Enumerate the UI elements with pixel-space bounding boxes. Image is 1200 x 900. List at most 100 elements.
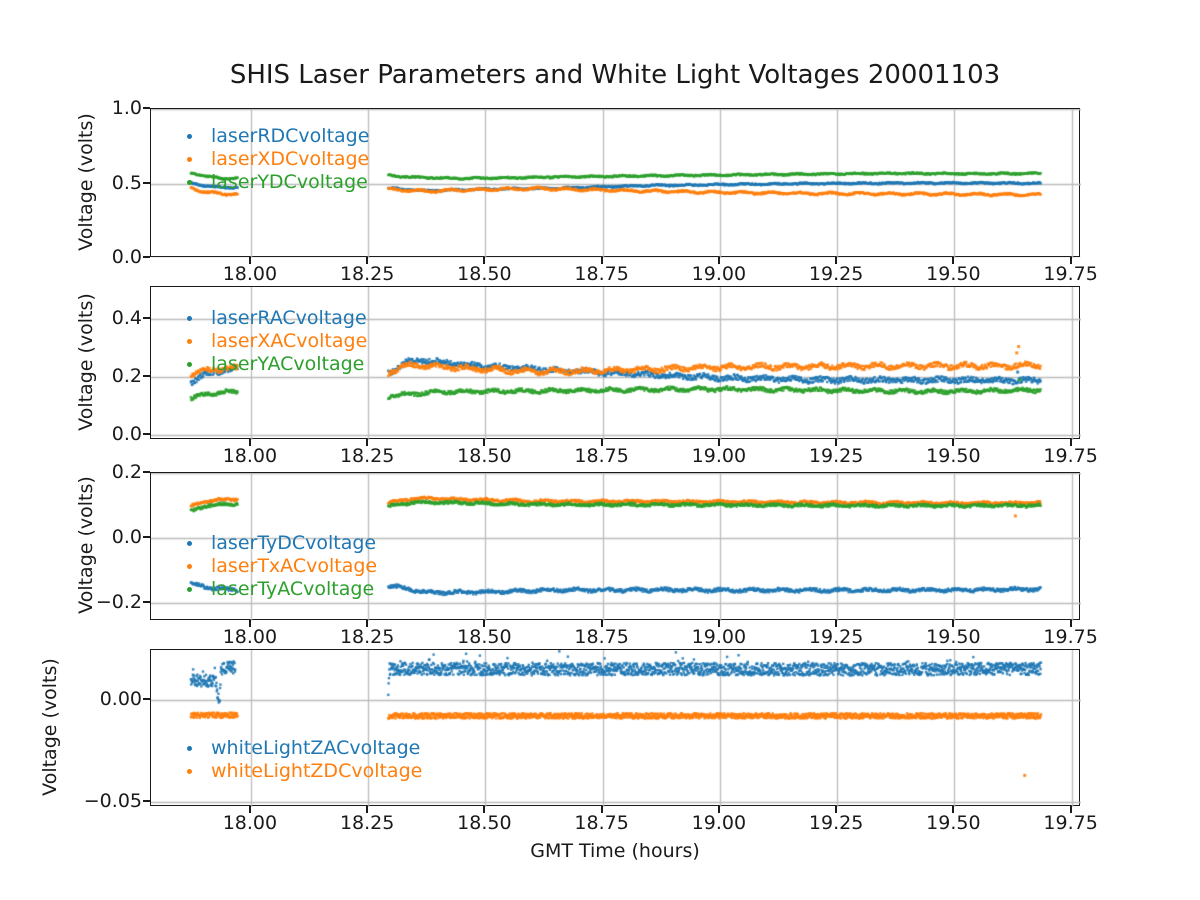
x-tick-label: 19.50 — [926, 626, 981, 648]
x-tick-mark — [366, 620, 369, 627]
x-tick-mark — [1069, 620, 1072, 627]
y-tick-mark — [143, 799, 150, 802]
x-tick-label: 19.00 — [691, 263, 747, 285]
y-tick-mark — [143, 535, 150, 538]
y-tick-mark — [143, 375, 150, 377]
x-tick-mark — [835, 439, 838, 446]
x-tick-mark — [835, 806, 838, 813]
x-tick-mark — [483, 806, 486, 813]
plot-canvas — [151, 287, 1081, 440]
x-tick-label: 19.75 — [1043, 445, 1098, 467]
y-tick-label: 0.0 — [111, 246, 142, 268]
x-tick-label: 19.00 — [691, 626, 747, 648]
x-tick-mark — [835, 620, 838, 627]
x-tick-label: 19.50 — [926, 812, 981, 834]
x-tick-label: 18.50 — [457, 445, 512, 467]
legend-series-label: laserYDCvoltage — [211, 171, 368, 193]
figure-title: SHIS Laser Parameters and White Light Vo… — [229, 60, 1001, 90]
x-tick-mark — [248, 806, 251, 813]
x-tick-label: 19.25 — [808, 263, 864, 285]
subplot-laser-dc-voltages: laserRDCvoltage laserXDCvoltage laserYDCvo… — [150, 108, 1081, 258]
legend-series-label: whiteLightZDCvoltage — [211, 760, 423, 782]
x-tick-mark — [483, 620, 486, 627]
legend-marker-orange-dot-icon — [187, 157, 192, 162]
x-tick-mark — [600, 806, 603, 813]
x-tick-label: 19.00 — [691, 445, 747, 467]
plot-canvas — [151, 650, 1081, 807]
x-tick-mark — [600, 620, 603, 627]
subplot-laser-ac-voltages: laserRACvoltage laserXACvoltage laserYACvo… — [150, 286, 1081, 440]
y-tick-label: 1.0 — [111, 97, 142, 119]
x-tick-label: 18.00 — [222, 812, 278, 834]
legend-marker-blue-dot-icon — [187, 746, 192, 751]
x-tick-mark — [366, 439, 369, 446]
x-tick-label: 18.25 — [339, 812, 395, 834]
y-tick-label: −0.05 — [83, 789, 142, 812]
x-tick-label: 19.25 — [808, 626, 864, 648]
legend-series-label: laserYACvoltage — [211, 353, 365, 375]
x-tick-mark — [248, 620, 251, 627]
x-tick-mark — [600, 439, 603, 446]
y-tick-label: 0.0 — [111, 423, 142, 445]
x-tick-mark — [952, 806, 955, 813]
x-tick-label: 18.25 — [339, 626, 395, 648]
x-tick-mark — [1069, 806, 1072, 813]
legend-series-label: laserRDCvoltage — [211, 125, 370, 147]
x-tick-label: 18.75 — [574, 626, 629, 648]
legend-series-label: laserTxACvoltage — [211, 555, 378, 577]
x-tick-label: 18.00 — [222, 445, 278, 467]
y-tick-mark — [143, 471, 150, 473]
x-tick-mark — [366, 257, 369, 264]
x-tick-label: 19.50 — [926, 445, 981, 467]
x-tick-mark — [717, 620, 720, 627]
legend-marker-green-dot-icon — [187, 180, 192, 185]
x-tick-label: 18.50 — [457, 812, 512, 834]
legend-marker-orange-dot-icon — [187, 769, 192, 774]
y-tick-label: 0.00 — [99, 687, 142, 710]
x-tick-label: 18.75 — [574, 263, 629, 285]
x-tick-mark — [717, 806, 720, 813]
x-tick-mark — [483, 439, 486, 446]
legend-marker-orange-dot-icon — [187, 564, 192, 569]
y-tick-mark — [143, 600, 150, 603]
x-tick-label: 18.00 — [222, 263, 278, 285]
x-tick-mark — [1069, 439, 1072, 446]
x-tick-mark — [483, 257, 486, 264]
legend-series-label: laserTyDCvoltage — [211, 532, 377, 554]
x-tick-mark — [248, 257, 251, 264]
x-tick-mark — [952, 257, 955, 264]
subplot-white-light-voltages: whiteLightZACvoltage whiteLightZDCvoltage — [150, 649, 1081, 807]
x-tick-label: 19.25 — [808, 812, 864, 834]
x-tick-label: 19.00 — [691, 812, 747, 834]
x-tick-label: 19.75 — [1043, 263, 1098, 285]
y-tick-mark — [143, 316, 150, 319]
legend-marker-blue-dot-icon — [187, 316, 192, 321]
y-tick-label: 0.0 — [111, 525, 142, 548]
y-tick-label: −0.2 — [95, 590, 142, 613]
x-tick-mark — [952, 620, 955, 627]
legend-marker-orange-dot-icon — [187, 339, 192, 344]
y-tick-mark — [143, 256, 150, 258]
y-tick-label: 0.2 — [111, 461, 142, 483]
legend-marker-blue-dot-icon — [187, 134, 192, 139]
legend-series-label: laserTyACvoltage — [211, 578, 375, 600]
plot-canvas — [151, 109, 1081, 258]
y-tick-label: 0.2 — [111, 365, 142, 387]
x-axis-label: GMT Time (hours) — [530, 840, 700, 862]
x-tick-mark — [1069, 257, 1072, 264]
y-axis-label: Voltage (volts) — [39, 657, 61, 796]
x-tick-mark — [717, 439, 720, 446]
legend-series-label: laserRACvoltage — [211, 307, 367, 329]
x-tick-label: 19.50 — [926, 263, 981, 285]
x-tick-mark — [717, 257, 720, 264]
legend-marker-green-dot-icon — [187, 587, 192, 592]
x-tick-label: 18.25 — [339, 263, 395, 285]
x-tick-label: 18.25 — [339, 445, 395, 467]
x-tick-label: 18.50 — [457, 626, 512, 648]
x-tick-mark — [835, 257, 838, 264]
x-tick-label: 18.50 — [457, 263, 512, 285]
legend-marker-green-dot-icon — [187, 362, 192, 367]
x-tick-label: 19.75 — [1043, 812, 1098, 834]
legend-marker-blue-dot-icon — [187, 541, 192, 546]
